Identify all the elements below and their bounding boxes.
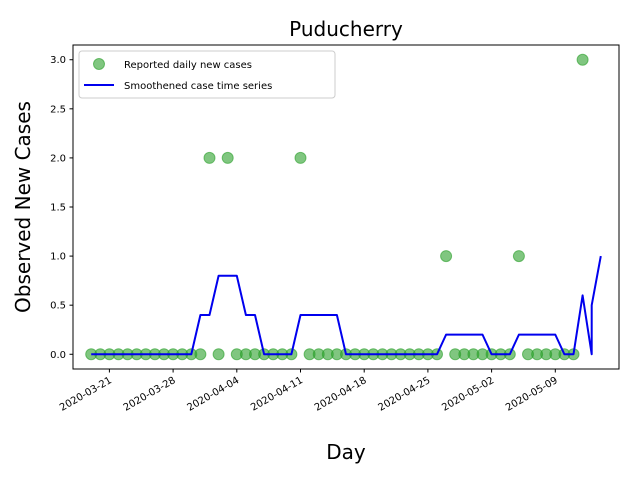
y-tick-label: 3.0 <box>50 55 66 66</box>
y-tick-label: 0.0 <box>50 350 66 361</box>
data-point-reported <box>294 151 307 164</box>
data-point-reported <box>203 151 216 164</box>
legend-marker-reported <box>93 58 105 70</box>
y-axis-label: Observed New Cases <box>11 101 35 313</box>
legend-box <box>78 50 336 99</box>
data-point-reported <box>440 250 453 263</box>
data-point-reported <box>576 53 589 66</box>
data-point-reported <box>512 250 525 263</box>
plot-area <box>85 53 602 361</box>
data-point-reported <box>212 348 225 361</box>
chart-title: Puducherry <box>289 17 403 41</box>
x-axis-label: Day <box>326 440 366 464</box>
y-tick-label: 2.0 <box>50 153 66 164</box>
y-axis: 0.0 0.5 1.0 1.5 2.0 2.5 3.0 <box>50 55 73 361</box>
series-line-smoothened <box>91 255 602 356</box>
legend-label-reported: Reported daily new cases <box>124 60 252 71</box>
data-point-reported <box>221 151 234 164</box>
legend-label-smoothened: Smoothened case time series <box>124 81 272 92</box>
legend: Reported daily new cases Smoothened case… <box>78 50 336 99</box>
data-point-reported <box>194 348 207 361</box>
y-tick-label: 2.5 <box>50 104 66 115</box>
y-tick-label: 0.5 <box>50 301 66 312</box>
y-tick-label: 1.0 <box>50 252 66 263</box>
y-tick-label: 1.5 <box>50 203 66 214</box>
